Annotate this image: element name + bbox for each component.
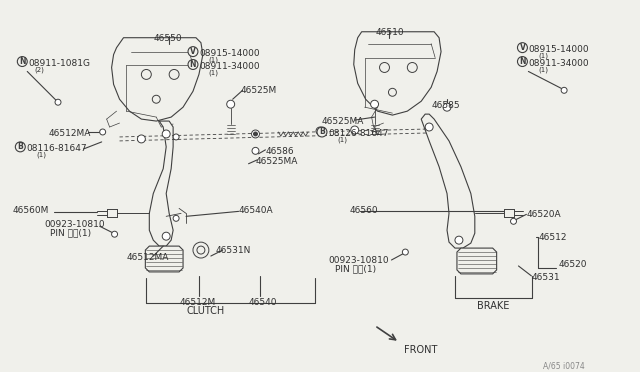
Text: B: B — [319, 128, 325, 137]
Text: 00923-10810: 00923-10810 — [44, 220, 105, 229]
Circle shape — [380, 62, 390, 73]
Text: N: N — [19, 57, 26, 66]
Text: 00923-10810: 00923-10810 — [328, 256, 388, 265]
Text: A/65 i0074: A/65 i0074 — [543, 361, 585, 370]
Text: FRONT: FRONT — [404, 345, 438, 355]
Circle shape — [188, 46, 198, 57]
Circle shape — [100, 129, 106, 135]
Circle shape — [403, 249, 408, 255]
Polygon shape — [145, 246, 183, 272]
Circle shape — [162, 232, 170, 240]
Circle shape — [518, 43, 527, 52]
Circle shape — [351, 126, 358, 134]
Text: 46525MA: 46525MA — [322, 117, 364, 126]
Text: 08915-14000: 08915-14000 — [199, 49, 260, 58]
Circle shape — [173, 134, 179, 140]
Text: V: V — [520, 43, 525, 52]
Circle shape — [425, 123, 433, 131]
Text: 46560M: 46560M — [12, 206, 49, 215]
Text: 46550: 46550 — [154, 34, 182, 43]
Circle shape — [141, 70, 151, 79]
Text: V: V — [190, 47, 196, 56]
Circle shape — [55, 99, 61, 105]
Text: (1): (1) — [538, 67, 548, 73]
Text: 08126-81647: 08126-81647 — [328, 129, 388, 138]
Text: (1): (1) — [338, 137, 348, 144]
Circle shape — [111, 231, 118, 237]
Text: PIN ビん(1): PIN ビん(1) — [335, 264, 376, 273]
Circle shape — [252, 130, 259, 138]
Polygon shape — [457, 248, 497, 274]
Polygon shape — [354, 32, 441, 115]
Text: B: B — [17, 142, 23, 151]
Circle shape — [561, 87, 567, 93]
Text: 46531: 46531 — [531, 273, 560, 282]
Text: (1): (1) — [209, 57, 219, 63]
Polygon shape — [111, 38, 203, 121]
Text: N: N — [189, 60, 196, 69]
Text: (2): (2) — [34, 67, 44, 73]
Text: 46520A: 46520A — [527, 211, 561, 219]
Circle shape — [193, 242, 209, 258]
Text: N: N — [519, 57, 525, 66]
Text: 46525M: 46525M — [241, 86, 277, 95]
Text: 46560: 46560 — [350, 206, 378, 215]
Text: (1): (1) — [209, 70, 219, 76]
Circle shape — [15, 142, 25, 152]
Circle shape — [388, 88, 396, 96]
Text: 46510: 46510 — [376, 28, 404, 37]
Text: 46586: 46586 — [266, 147, 294, 156]
Circle shape — [188, 60, 198, 70]
Circle shape — [169, 70, 179, 79]
Polygon shape — [421, 114, 475, 248]
Circle shape — [162, 130, 170, 138]
Text: 08915-14000: 08915-14000 — [529, 45, 589, 54]
Text: 46512MA: 46512MA — [127, 253, 169, 262]
Circle shape — [443, 103, 451, 111]
Text: 46512MA: 46512MA — [48, 129, 90, 138]
Text: 46585: 46585 — [431, 101, 460, 110]
Circle shape — [17, 57, 28, 67]
Text: 46512M: 46512M — [179, 298, 215, 307]
Circle shape — [253, 132, 257, 136]
Circle shape — [455, 236, 463, 244]
Circle shape — [252, 147, 259, 154]
Circle shape — [518, 57, 527, 67]
Circle shape — [317, 127, 327, 137]
Circle shape — [511, 218, 516, 224]
Text: (1): (1) — [538, 52, 548, 59]
Polygon shape — [149, 121, 173, 246]
Text: 08911-1081G: 08911-1081G — [28, 58, 90, 68]
Circle shape — [316, 127, 324, 135]
Text: 46525MA: 46525MA — [255, 157, 298, 166]
Text: BRAKE: BRAKE — [477, 301, 510, 311]
Text: 08116-81647: 08116-81647 — [26, 144, 87, 153]
Text: 46520: 46520 — [558, 260, 587, 269]
Circle shape — [152, 95, 160, 103]
Text: 46512: 46512 — [538, 233, 567, 242]
Text: 08911-34000: 08911-34000 — [529, 58, 589, 68]
Text: 46540: 46540 — [248, 298, 277, 307]
Text: (1): (1) — [36, 152, 46, 158]
Text: 08911-34000: 08911-34000 — [199, 61, 260, 71]
Circle shape — [407, 62, 417, 73]
Text: PIN ビん(1): PIN ビん(1) — [50, 228, 92, 237]
Circle shape — [371, 100, 378, 108]
Text: 46531N: 46531N — [216, 246, 251, 255]
Circle shape — [197, 246, 205, 254]
Circle shape — [173, 215, 179, 221]
Text: CLUTCH: CLUTCH — [187, 306, 225, 316]
Circle shape — [138, 135, 145, 143]
Text: 46540A: 46540A — [239, 206, 273, 215]
Circle shape — [227, 100, 235, 108]
